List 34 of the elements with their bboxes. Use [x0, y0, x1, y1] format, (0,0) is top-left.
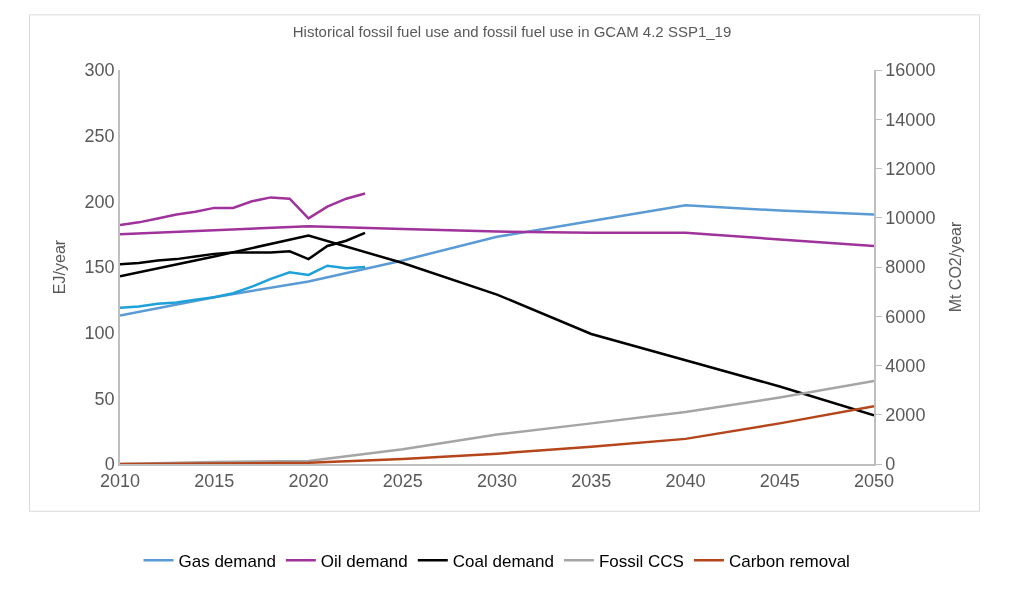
x-tick-label: 2020: [288, 471, 329, 492]
legend-label: Coal demand: [452, 551, 554, 571]
y2-tick-label: 6000: [885, 306, 926, 327]
y2-tick-label: 16000: [885, 60, 936, 81]
y-tick-label: 150: [84, 257, 115, 278]
y-tick-label: 200: [84, 191, 115, 212]
line-series: [120, 234, 874, 417]
y-tick-label: 100: [84, 322, 115, 343]
y2-tick-label: 14000: [885, 109, 936, 130]
line-series: [120, 204, 874, 317]
y2-tick-label: 8000: [885, 257, 926, 278]
x-tick-label: 2025: [382, 471, 423, 492]
y-axis-title: EJ/year: [51, 239, 68, 295]
y-tick-label: 250: [84, 125, 115, 146]
line-series: [120, 264, 367, 309]
x-tick-label: 2040: [665, 471, 706, 492]
line-series: [120, 192, 367, 227]
y-tick-label: 50: [94, 388, 115, 409]
legend-label: Carbon removal: [728, 551, 850, 571]
y-tick-label: 300: [84, 60, 115, 81]
x-tick-label: 2030: [476, 471, 518, 492]
y2-tick-label: 4000: [885, 355, 926, 376]
y2-axis-title: Mt CO2/year: [946, 220, 964, 313]
legend-label: Gas demand: [178, 551, 276, 571]
y2-tick-label: 12000: [885, 158, 936, 179]
y2-tick-label: 10000: [885, 208, 936, 229]
x-tick-label: 2035: [571, 471, 612, 492]
legend-label: Fossil CCS: [598, 551, 684, 571]
x-tick-label: 2045: [759, 471, 800, 492]
legend-label: Oil demand: [320, 551, 408, 571]
chart-title: Historical fossil fuel use and fossil fuel use in GCAM 4.2 SSP1_19: [292, 23, 732, 41]
x-tick-label: 2015: [194, 471, 235, 492]
line-series: [120, 225, 874, 248]
y2-tick-label: 2000: [885, 405, 926, 426]
